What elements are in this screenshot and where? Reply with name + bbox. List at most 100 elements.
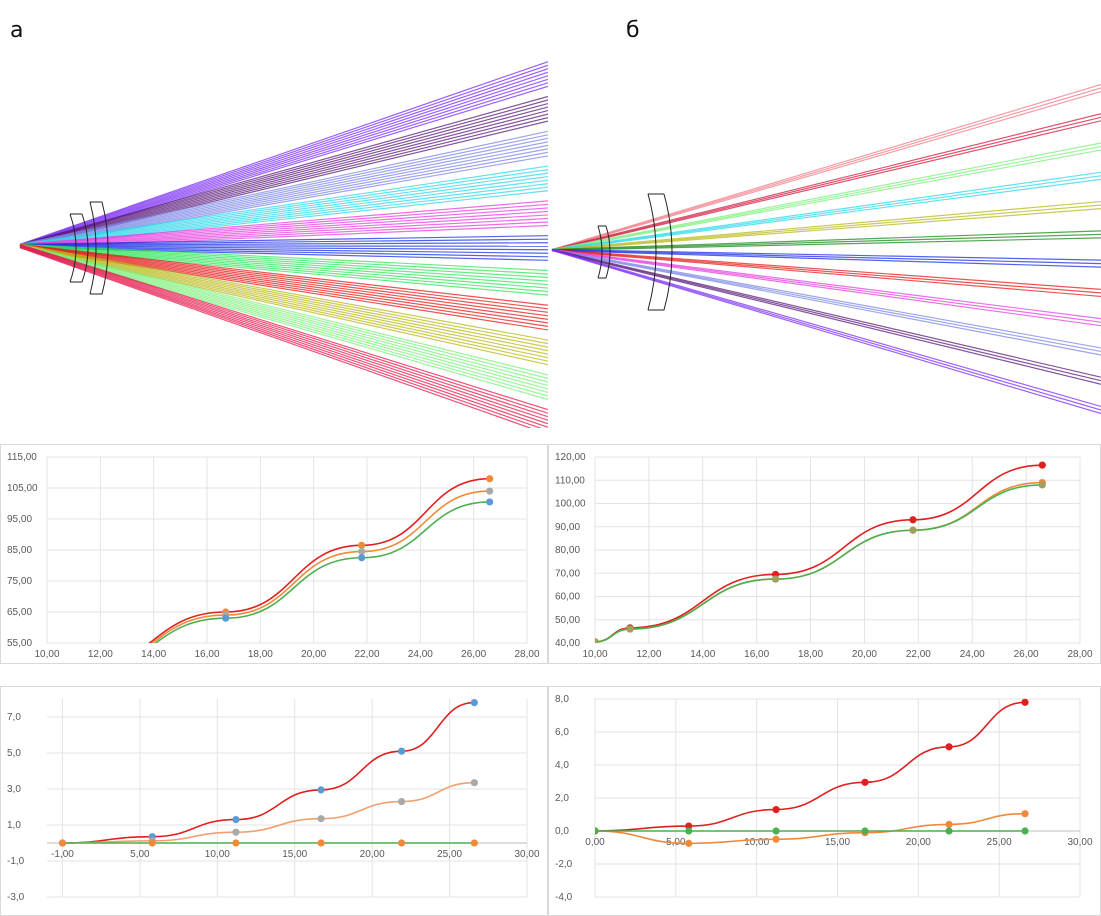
ray-bundle	[551, 248, 1101, 385]
x-tick-label: 24,00	[408, 649, 433, 660]
x-tick-label: 25,00	[437, 849, 462, 860]
x-tick-label: 28,00	[1067, 649, 1092, 660]
data-point	[358, 547, 366, 556]
y-tick-label: -2,0	[555, 859, 573, 870]
y-tick-label: 50,00	[555, 615, 580, 626]
data-point	[148, 839, 156, 847]
data-point	[486, 475, 494, 483]
x-tick-label: 22,00	[906, 649, 931, 660]
y-tick-label: 105,00	[7, 483, 38, 494]
data-point	[772, 805, 780, 814]
data-point	[470, 779, 478, 787]
ray-bundle	[19, 95, 548, 249]
series-line	[148, 477, 490, 643]
data-point	[772, 827, 780, 835]
x-tick-label: 10,00	[744, 837, 769, 848]
data-point	[358, 554, 366, 562]
series-1	[58, 779, 478, 847]
x-tick-label: 15,00	[825, 837, 850, 848]
data-point	[1021, 827, 1029, 835]
data-point	[595, 827, 599, 835]
series-line	[595, 701, 1026, 832]
chart-bottom-left: -1,00 5,00 10,00 15,00 20,00 25,00 30,00 -3,0 -1…	[0, 686, 548, 916]
x-tick-label: 16,00	[194, 649, 219, 660]
y-tick-label: 60,00	[555, 592, 580, 603]
y-tick-label: 55,00	[7, 638, 32, 649]
x-tick-label: 18,00	[798, 649, 823, 660]
ray-bundle	[551, 171, 1101, 252]
data-point	[232, 816, 240, 824]
data-point	[685, 827, 693, 835]
ray-bundle	[551, 200, 1101, 252]
data-point	[945, 820, 953, 828]
x-tick-label: 16,00	[744, 649, 769, 660]
data-point	[317, 839, 325, 847]
y-tick-label: 6,0	[555, 727, 569, 738]
panel-label-b: б	[626, 18, 640, 43]
x-tick-label: 18,00	[248, 649, 273, 660]
series-line	[595, 464, 1043, 643]
data-point	[945, 827, 953, 835]
x-tick-label: 20,00	[360, 849, 385, 860]
x-tick-label: 10,00	[34, 649, 59, 660]
data-point	[1038, 481, 1046, 489]
series-2	[595, 827, 1029, 835]
data-point	[58, 839, 67, 847]
y-tick-label: 1,0	[7, 820, 21, 831]
ray-bundle	[551, 113, 1101, 252]
x-tick-label: 12,00	[88, 649, 113, 660]
y-tick-label: 100,00	[555, 499, 586, 510]
y-tick-label: 110,00	[555, 475, 585, 486]
data-point	[397, 839, 406, 847]
x-tick-label: 10,00	[582, 649, 607, 660]
y-tick-label: 40,00	[555, 638, 580, 649]
data-point	[595, 638, 599, 643]
series-2	[154, 498, 494, 643]
data-point	[317, 786, 325, 794]
y-tick-label: -1,0	[7, 856, 25, 867]
data-point	[1021, 698, 1029, 706]
x-tick-label: 14,00	[690, 649, 715, 660]
x-tick-label: 10,00	[205, 849, 230, 860]
y-tick-label: 85,00	[7, 545, 32, 556]
ray-diagram-right	[551, 83, 1101, 415]
data-point	[470, 839, 478, 847]
data-point	[772, 835, 780, 843]
x-tick-label: 15,00	[282, 849, 307, 860]
y-tick-label: 80,00	[555, 545, 580, 556]
data-point	[861, 827, 869, 835]
series-line	[62, 701, 475, 844]
x-tick-label: 30,00	[514, 849, 539, 860]
data-point	[222, 614, 230, 622]
series-line	[62, 781, 475, 844]
data-point	[909, 516, 917, 524]
lens-outline	[597, 225, 611, 279]
x-tick-label: 12,00	[636, 649, 661, 660]
y-tick-label: 0,0	[555, 826, 569, 837]
x-tick-label: 26,00	[461, 649, 486, 660]
data-point	[626, 625, 634, 633]
chart-top-right: 10,00 12,00 14,00 16,00 18,00 20,00 22,00 24,00…	[548, 444, 1101, 664]
data-point	[232, 828, 240, 836]
ray-bundle	[19, 243, 548, 366]
x-tick-label: 26,00	[1014, 649, 1039, 660]
y-tick-label: 115,00	[7, 452, 37, 463]
x-tick-label: 30,00	[1067, 837, 1092, 848]
ray-bundle	[19, 243, 548, 428]
y-tick-label: 75,00	[7, 576, 32, 587]
lens-outline	[647, 193, 673, 311]
data-point	[358, 541, 366, 549]
y-tick-label: 90,00	[555, 522, 580, 533]
data-point	[909, 526, 917, 534]
y-tick-label: 7,0	[7, 712, 21, 723]
y-tick-label: 65,00	[7, 607, 32, 618]
data-point	[397, 747, 406, 755]
y-tick-label: 5,0	[7, 748, 21, 759]
y-tick-label: 70,00	[555, 568, 580, 579]
ray-bundle	[551, 248, 1101, 327]
y-tick-label: 4,0	[555, 760, 569, 771]
series-0	[595, 461, 1046, 643]
ray-bundle	[551, 230, 1101, 252]
series-line	[595, 484, 1043, 643]
data-point	[1038, 461, 1046, 469]
